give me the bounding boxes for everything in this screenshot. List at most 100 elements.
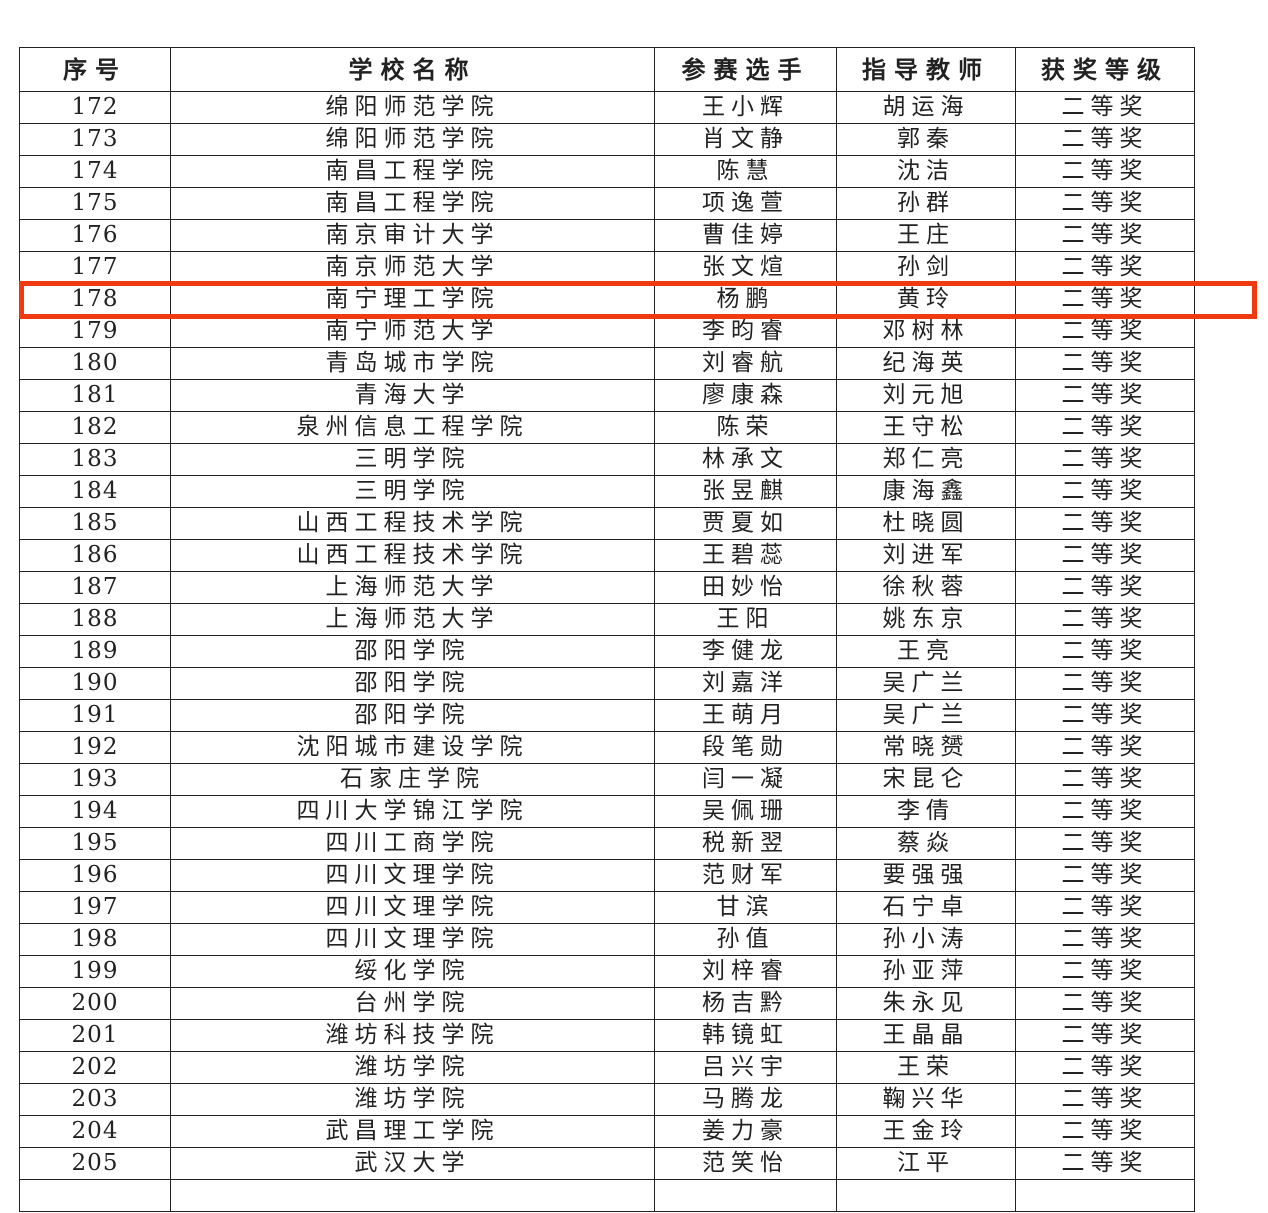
cell-advisor: 吴广兰 [836,699,1016,732]
cell-school: 南昌工程学院 [170,187,655,220]
cell-award: 二等奖 [1015,1115,1195,1148]
cell-award: 二等奖 [1015,187,1195,220]
table-row: 186 山西工程技术学院 王碧蕊 刘进军 二等奖 [19,539,1195,572]
cell-number: 181 [19,379,171,412]
cell-advisor: 王晶晶 [836,1019,1016,1052]
cell-award: 二等奖 [1015,923,1195,956]
cell-school: 绵阳师范学院 [170,91,655,124]
table-row: 205 武汉大学 范笑怡 江平 二等奖 [19,1147,1195,1180]
cell-contestant: 段笔勋 [654,731,837,764]
cell-advisor: 刘进军 [836,539,1016,572]
cell-number: 176 [19,219,171,252]
cell-number: 204 [19,1115,171,1148]
cell-advisor: 郑仁亮 [836,443,1016,476]
cell-school: 四川文理学院 [170,891,655,924]
table-row: 182 泉州信息工程学院 陈荣 王守松 二等奖 [19,411,1195,444]
table-row: 172 绵阳师范学院 王小辉 胡运海 二等奖 [19,91,1195,124]
cell-advisor: 沈洁 [836,155,1016,188]
cell-contestant: 韩镜虹 [654,1019,837,1052]
cell-number: 182 [19,411,171,444]
cell-school: 四川文理学院 [170,859,655,892]
cell-advisor: 徐秋蓉 [836,571,1016,604]
cell-contestant: 吕兴宇 [654,1051,837,1084]
cell-contestant: 田妙怡 [654,571,837,604]
table-row-highlighted: 178 南宁理工学院 杨鹏 黄玲 二等奖 [19,283,1195,316]
cell-contestant: 刘睿航 [654,347,837,380]
cell-advisor: 王金玲 [836,1115,1016,1148]
cell-school: 南宁师范大学 [170,315,655,348]
cell-school: 山西工程技术学院 [170,539,655,572]
table-row: 187 上海师范大学 田妙怡 徐秋蓉 二等奖 [19,571,1195,604]
table-row: 200 台州学院 杨吉黔 朱永见 二等奖 [19,987,1195,1020]
cell-number: 174 [19,155,171,188]
cell-number: 173 [19,123,171,156]
table-row: 189 邵阳学院 李健龙 王亮 二等奖 [19,635,1195,668]
cell-school: 上海师范大学 [170,571,655,604]
cell-award: 二等奖 [1015,283,1195,316]
table-row: 179 南宁师范大学 李昀睿 邓树林 二等奖 [19,315,1195,348]
header-advisor: 指导教师 [836,47,1016,92]
cell-award: 二等奖 [1015,411,1195,444]
cell-advisor: 王守松 [836,411,1016,444]
cell-school: 邵阳学院 [170,699,655,732]
cell-school: 上海师范大学 [170,603,655,636]
cell-school: 四川文理学院 [170,923,655,956]
cell-award: 二等奖 [1015,731,1195,764]
cell-award: 二等奖 [1015,987,1195,1020]
cell-school: 青海大学 [170,379,655,412]
cell-school: 青岛城市学院 [170,347,655,380]
cell-number: 179 [19,315,171,348]
cell-school: 三明学院 [170,443,655,476]
cell-number: 192 [19,731,171,764]
cell-contestant: 王阳 [654,603,837,636]
cell-award: 二等奖 [1015,699,1195,732]
cell-award: 二等奖 [1015,795,1195,828]
cell-school: 邵阳学院 [170,635,655,668]
cell-school: 南京审计大学 [170,219,655,252]
cell-number: 203 [19,1083,171,1116]
table-row: 203 潍坊学院 马腾龙 鞠兴华 二等奖 [19,1083,1195,1116]
cell-award: 二等奖 [1015,539,1195,572]
cell-school: 四川大学锦江学院 [170,795,655,828]
cell-contestant: 张昱麒 [654,475,837,508]
cell-number: 200 [19,987,171,1020]
cell-award: 二等奖 [1015,763,1195,796]
cell-contestant: 税新翌 [654,827,837,860]
cell-number: 196 [19,859,171,892]
table-row: 199 绥化学院 刘梓睿 孙亚萍 二等奖 [19,955,1195,988]
table-row: 197 四川文理学院 甘滨 石宁卓 二等奖 [19,891,1195,924]
cell-contestant: 王碧蕊 [654,539,837,572]
cell-advisor: 胡运海 [836,91,1016,124]
cell-contestant: 林承文 [654,443,837,476]
header-award: 获奖等级 [1015,47,1195,92]
cell-award: 二等奖 [1015,1147,1195,1180]
cell-school: 四川工商学院 [170,827,655,860]
header-school: 学校名称 [170,47,655,92]
cell-award: 二等奖 [1015,1019,1195,1052]
cell-number: 175 [19,187,171,220]
cell-empty [19,1179,171,1212]
cell-school: 邵阳学院 [170,667,655,700]
cell-award: 二等奖 [1015,379,1195,412]
cell-contestant: 吴佩珊 [654,795,837,828]
cell-number: 195 [19,827,171,860]
table-row: 180 青岛城市学院 刘睿航 纪海英 二等奖 [19,347,1195,380]
table-row: 177 南京师范大学 张文煊 孙剑 二等奖 [19,251,1195,284]
cell-school: 潍坊学院 [170,1083,655,1116]
cell-award: 二等奖 [1015,603,1195,636]
cell-award: 二等奖 [1015,91,1195,124]
cell-award: 二等奖 [1015,1083,1195,1116]
cell-contestant: 孙值 [654,923,837,956]
cell-school: 武汉大学 [170,1147,655,1180]
header-number: 序号 [19,47,171,92]
cell-advisor: 杜晓圆 [836,507,1016,540]
cell-advisor: 要强强 [836,859,1016,892]
table-row: 198 四川文理学院 孙值 孙小涛 二等奖 [19,923,1195,956]
cell-school: 武昌理工学院 [170,1115,655,1148]
cell-number: 183 [19,443,171,476]
cell-contestant: 刘梓睿 [654,955,837,988]
cell-school: 绵阳师范学院 [170,123,655,156]
cell-award: 二等奖 [1015,571,1195,604]
cell-school: 三明学院 [170,475,655,508]
cell-advisor: 江平 [836,1147,1016,1180]
